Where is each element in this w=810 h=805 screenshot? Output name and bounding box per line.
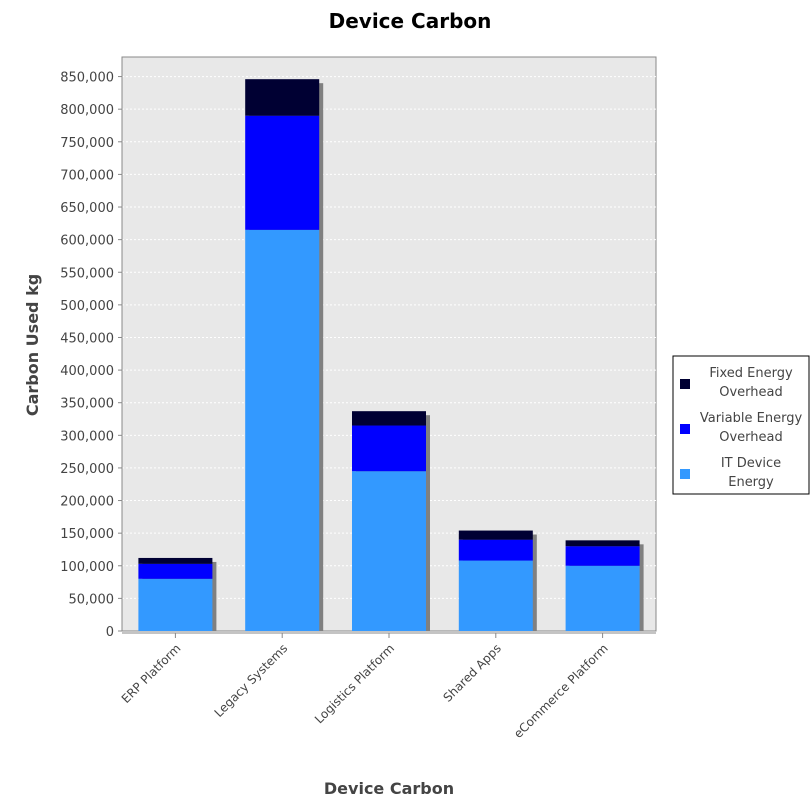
legend-label: IT Device (721, 456, 781, 471)
bar-segment (352, 425, 426, 472)
bar-segment (565, 540, 640, 547)
y-tick-label: 650,000 (60, 201, 114, 216)
bar-segment (138, 563, 213, 579)
legend-label: Overhead (719, 430, 783, 445)
y-tick-label: 500,000 (60, 299, 114, 314)
bar-segment (245, 229, 320, 631)
bar-segment (352, 411, 426, 426)
legend-label: Fixed Energy (709, 366, 793, 381)
y-tick-label: 50,000 (69, 592, 115, 607)
bar-segment (458, 539, 533, 561)
y-tick-label: 800,000 (60, 103, 114, 118)
y-tick-label: 350,000 (60, 397, 114, 412)
plot-area: 0 50,000 100,000 150,000 200,000 250,000 300,0… (60, 56, 657, 741)
bar-segment (352, 471, 426, 631)
x-axis-title: Device Carbon (324, 779, 454, 798)
bar-segment (458, 560, 533, 631)
y-tick-label: 200,000 (60, 495, 114, 510)
y-tick-label: 250,000 (60, 462, 114, 477)
legend-swatch (680, 379, 690, 389)
legend-box (672, 355, 810, 495)
y-tick-label: 450,000 (60, 331, 114, 346)
legend-label: Energy (728, 475, 774, 490)
legend-label: Variable Energy (700, 411, 803, 426)
legend-swatch (680, 469, 690, 479)
legend-label: Overhead (719, 385, 783, 400)
y-axis-title: Carbon Used kg (23, 274, 42, 416)
chart-title: Device Carbon (329, 9, 492, 33)
y-tick-label: 700,000 (60, 168, 114, 183)
y-tick-label: 400,000 (60, 364, 114, 379)
legend-swatch (680, 424, 690, 434)
x-tick-label: ERP Platform (119, 641, 184, 706)
bar-segment (138, 557, 213, 564)
x-tick-label: Logistics Platform (312, 641, 397, 726)
bar-segment (245, 115, 320, 230)
bar-segment (138, 578, 213, 631)
bar-segment (565, 546, 640, 566)
legend: Fixed Energy Overhead Variable Energy Overh… (672, 355, 810, 495)
y-tick-label: 300,000 (60, 429, 114, 444)
x-tick-label: Legacy Systems (212, 641, 291, 720)
bar-segment (245, 79, 320, 116)
y-tick-label: 850,000 (60, 71, 114, 86)
y-tick-label: 750,000 (60, 136, 114, 151)
y-tick-label: 150,000 (60, 527, 114, 542)
y-tick-label: 100,000 (60, 560, 114, 575)
bar-segment (458, 530, 533, 540)
x-tick-label: eCommerce Platform (511, 641, 611, 741)
y-tick-label: 600,000 (60, 234, 114, 249)
bar-segment (565, 565, 640, 631)
x-tick-label: Shared Apps (440, 641, 503, 704)
y-tick-label: 550,000 (60, 266, 114, 281)
y-tick-label: 0 (106, 625, 114, 640)
